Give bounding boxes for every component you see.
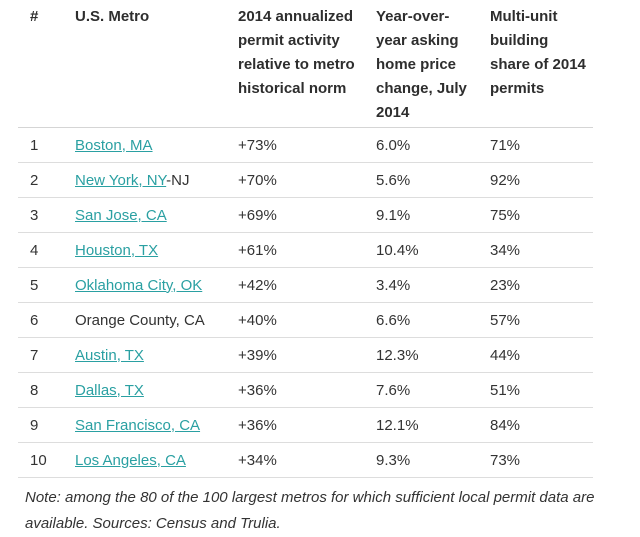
footnote: Note: among the 80 of the 100 largest me… [25, 489, 595, 532]
metro-cell: San Francisco, CA [75, 407, 238, 443]
multi-unit-share-cell: 75% [490, 197, 593, 233]
price-change-cell: 6.6% [376, 302, 490, 338]
metro-link-dallas-tx[interactable]: Dallas, TX [75, 381, 144, 399]
table-row: 9 San Francisco, CA +36% 12.1% 84% [18, 407, 593, 443]
multi-unit-share-cell: 84% [490, 407, 593, 443]
metro-cell: Austin, TX [75, 337, 238, 373]
metro-link-san-jose-ca[interactable]: San Jose, CA [75, 206, 167, 224]
col-header-permit-activity: 2014 annualized permit activity relative… [238, 0, 376, 128]
col-header-us-metro: U.S. Metro [75, 0, 238, 128]
multi-unit-share-cell: 71% [490, 127, 593, 163]
metro-link-austin-tx[interactable]: Austin, TX [75, 346, 144, 364]
multi-unit-share-cell: 73% [490, 442, 593, 478]
price-change-cell: 12.1% [376, 407, 490, 443]
rank-cell: 1 [18, 127, 75, 163]
table-row: 8 Dallas, TX +36% 7.6% 51% [18, 372, 593, 408]
rank-cell: 8 [18, 372, 75, 408]
table-row: 1 Boston, MA +73% 6.0% 71% [18, 127, 593, 163]
metro-suffix-nj: -NJ [166, 171, 190, 189]
table-row: 6 Orange County, CA +40% 6.6% 57% [18, 302, 593, 338]
metro-cell: Los Angeles, CA [75, 442, 238, 478]
permit-activity-cell: +36% [238, 407, 376, 443]
multi-unit-share-cell: 51% [490, 372, 593, 408]
rank-cell: 3 [18, 197, 75, 233]
metro-link-boston-ma[interactable]: Boston, MA [75, 136, 153, 154]
metro-cell: New York, NY-NJ [75, 162, 238, 198]
metro-cell: Boston, MA [75, 127, 238, 163]
metro-cell: Houston, TX [75, 232, 238, 268]
rank-cell: 10 [18, 442, 75, 478]
price-change-cell: 9.1% [376, 197, 490, 233]
multi-unit-share-cell: 34% [490, 232, 593, 268]
table-row: 10 Los Angeles, CA +34% 9.3% 73% [18, 442, 593, 478]
metro-name-orange-county-ca: Orange County, CA [75, 311, 205, 329]
rank-cell: 6 [18, 302, 75, 338]
multi-unit-share-cell: 44% [490, 337, 593, 373]
col-header-rank: # [18, 0, 75, 128]
price-change-cell: 6.0% [376, 127, 490, 163]
permit-activity-cell: +73% [238, 127, 376, 163]
permit-activity-cell: +61% [238, 232, 376, 268]
multi-unit-share-cell: 23% [490, 267, 593, 303]
rank-cell: 7 [18, 337, 75, 373]
table-row: 2 New York, NY-NJ +70% 5.6% 92% [18, 162, 593, 198]
metro-cell: Orange County, CA [75, 302, 238, 338]
metro-cell: Dallas, TX [75, 372, 238, 408]
metro-permit-table: # U.S. Metro 2014 annualized permit acti… [18, 0, 593, 478]
permit-activity-cell: +36% [238, 372, 376, 408]
permit-activity-cell: +69% [238, 197, 376, 233]
price-change-cell: 9.3% [376, 442, 490, 478]
table-row: 7 Austin, TX +39% 12.3% 44% [18, 337, 593, 373]
metro-link-san-francisco-ca[interactable]: San Francisco, CA [75, 416, 201, 434]
table-row: 4 Houston, TX +61% 10.4% 34% [18, 232, 593, 268]
price-change-cell: 12.3% [376, 337, 490, 373]
metro-link-oklahoma-city-ok[interactable]: Oklahoma City, OK [75, 276, 203, 294]
metro-link-houston-tx[interactable]: Houston, TX [75, 241, 159, 259]
permit-activity-cell: +42% [238, 267, 376, 303]
table-row: 5 Oklahoma City, OK +42% 3.4% 23% [18, 267, 593, 303]
price-change-cell: 7.6% [376, 372, 490, 408]
permit-activity-cell: +34% [238, 442, 376, 478]
col-header-price-change: Year-over-year asking home price change,… [376, 0, 490, 128]
metro-cell: San Jose, CA [75, 197, 238, 233]
metro-link-new-york-ny[interactable]: New York, NY [75, 171, 167, 189]
permit-activity-cell: +39% [238, 337, 376, 373]
rank-cell: 2 [18, 162, 75, 198]
rank-cell: 4 [18, 232, 75, 268]
rank-cell: 5 [18, 267, 75, 303]
metro-cell: Oklahoma City, OK [75, 267, 238, 303]
permit-activity-cell: +40% [238, 302, 376, 338]
col-header-multi-unit-share: Multi-unit building share of 2014 permit… [490, 0, 593, 128]
multi-unit-share-cell: 92% [490, 162, 593, 198]
multi-unit-share-cell: 57% [490, 302, 593, 338]
price-change-cell: 10.4% [376, 232, 490, 268]
table-row: 3 San Jose, CA +69% 9.1% 75% [18, 197, 593, 233]
rank-cell: 9 [18, 407, 75, 443]
metro-link-los-angeles-ca[interactable]: Los Angeles, CA [75, 451, 186, 469]
price-change-cell: 5.6% [376, 162, 490, 198]
price-change-cell: 3.4% [376, 267, 490, 303]
permit-activity-cell: +70% [238, 162, 376, 198]
header-row: # U.S. Metro 2014 annualized permit acti… [18, 0, 593, 128]
